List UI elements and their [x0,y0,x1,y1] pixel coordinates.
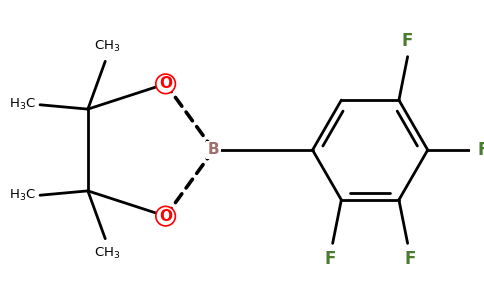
Text: CH$_3$: CH$_3$ [94,39,121,54]
Text: F: F [402,32,413,50]
Text: O: O [159,76,172,92]
Text: F: F [478,141,484,159]
Text: H$_3$C: H$_3$C [9,97,36,112]
Text: H$_3$C: H$_3$C [9,188,36,203]
Text: CH$_3$: CH$_3$ [94,246,121,261]
Text: B: B [208,142,219,158]
Text: F: F [325,250,336,268]
Text: F: F [404,250,415,268]
Text: O: O [159,208,172,224]
